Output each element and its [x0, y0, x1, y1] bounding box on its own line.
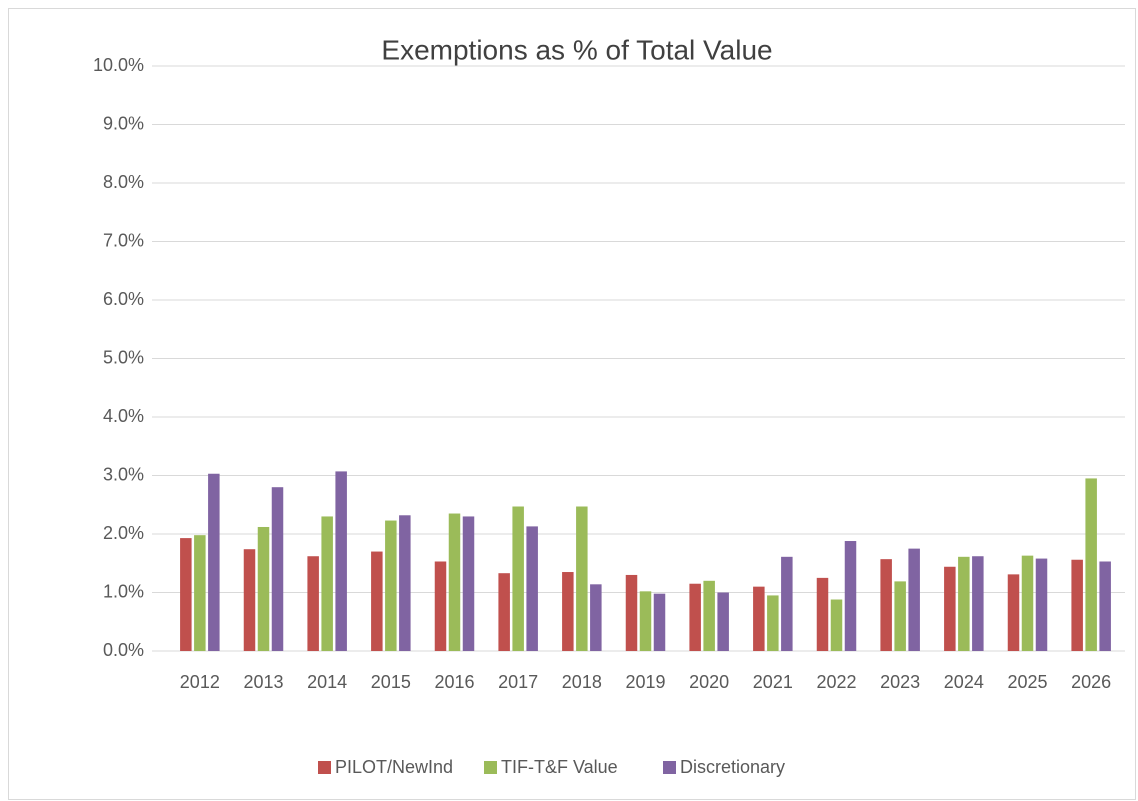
bar — [180, 538, 192, 651]
bar — [562, 572, 574, 651]
bar — [944, 566, 956, 651]
bar — [448, 513, 461, 651]
y-tick-label: 4.0% — [103, 406, 144, 426]
bar — [781, 556, 793, 651]
x-tick-label: 2015 — [371, 672, 411, 692]
bar — [972, 556, 984, 651]
x-tick-label: 2017 — [498, 672, 538, 692]
y-tick-label: 6.0% — [103, 289, 144, 309]
bar — [908, 548, 920, 651]
bar — [625, 574, 638, 651]
chart-frame — [8, 8, 1136, 800]
y-tick-label: 7.0% — [103, 230, 144, 250]
bar — [462, 516, 475, 651]
y-tick-label: 10.0% — [93, 55, 144, 75]
bar — [512, 506, 524, 651]
bar — [717, 592, 729, 651]
bar — [816, 577, 829, 651]
legend-label: Discretionary — [680, 757, 785, 777]
bar — [194, 535, 206, 651]
bar — [257, 526, 270, 651]
bar — [576, 506, 588, 651]
x-tick-label: 2012 — [180, 672, 220, 692]
y-tick-label: 3.0% — [103, 464, 144, 484]
bar — [958, 556, 970, 651]
bar — [1085, 478, 1097, 651]
bar — [1007, 574, 1020, 651]
y-tick-label: 9.0% — [103, 113, 144, 133]
x-tick-label: 2014 — [307, 672, 347, 692]
bar — [830, 599, 843, 651]
bar — [894, 581, 906, 651]
y-tick-label: 2.0% — [103, 523, 144, 543]
bar — [271, 487, 284, 651]
bar — [498, 573, 510, 651]
bar — [1099, 561, 1111, 651]
legend-swatch — [663, 761, 676, 774]
bar — [703, 580, 715, 651]
bar — [639, 591, 652, 651]
bar — [653, 593, 666, 651]
bar — [1021, 555, 1034, 651]
chart-title: Exemptions as % of Total Value — [381, 34, 772, 65]
bar — [321, 516, 333, 651]
bar — [399, 515, 411, 651]
legend-label: PILOT/NewInd — [335, 757, 453, 777]
legend-label: TIF-T&F Value — [501, 757, 618, 777]
bar — [371, 551, 383, 651]
bar — [335, 471, 347, 651]
x-tick-label: 2022 — [816, 672, 856, 692]
bar — [590, 584, 602, 651]
bar — [307, 556, 319, 651]
bar — [1071, 559, 1083, 651]
y-tick-label: 1.0% — [103, 581, 144, 601]
bar — [208, 473, 220, 651]
legend-swatch — [484, 761, 497, 774]
bar — [243, 549, 256, 651]
x-tick-label: 2019 — [625, 672, 665, 692]
x-tick-label: 2013 — [243, 672, 283, 692]
bar — [385, 520, 397, 651]
bar — [689, 583, 701, 651]
bar — [880, 559, 892, 651]
x-tick-label: 2020 — [689, 672, 729, 692]
bar — [767, 595, 779, 651]
y-tick-label: 0.0% — [103, 640, 144, 660]
x-tick-label: 2016 — [434, 672, 474, 692]
x-tick-label: 2025 — [1007, 672, 1047, 692]
legend-swatch — [318, 761, 331, 774]
x-tick-label: 2021 — [753, 672, 793, 692]
bar — [844, 541, 857, 651]
x-tick-label: 2024 — [944, 672, 984, 692]
x-tick-label: 2026 — [1071, 672, 1111, 692]
bar — [753, 586, 765, 651]
x-tick-label: 2023 — [880, 672, 920, 692]
bar — [526, 526, 538, 651]
x-tick-label: 2018 — [562, 672, 602, 692]
bar — [434, 561, 447, 651]
y-tick-label: 8.0% — [103, 172, 144, 192]
bar — [1035, 558, 1048, 651]
y-tick-label: 5.0% — [103, 347, 144, 367]
